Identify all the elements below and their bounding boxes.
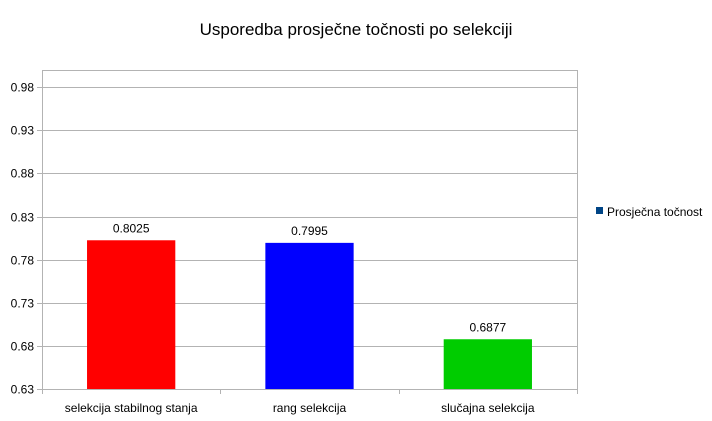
bar-value-label: 0.8025 [113, 221, 150, 235]
y-tick-label: 0.83 [11, 211, 35, 225]
y-tick-label: 0.78 [11, 254, 35, 268]
y-tick-label: 0.88 [11, 167, 35, 181]
y-tick-label: 0.63 [11, 383, 35, 397]
y-axis-tick-labels: 0.63 0.68 0.73 0.78 0.83 0.88 0.93 0.98 [11, 81, 35, 397]
chart-title: Usporedba prosječne točnosti po selekcij… [200, 20, 513, 39]
y-tick-label: 0.98 [11, 81, 35, 95]
bars [87, 240, 532, 389]
bar-value-label: 0.7995 [291, 224, 328, 238]
bar [443, 339, 532, 389]
bar-value-label: 0.6877 [469, 320, 506, 334]
legend-label: Prosječna točnost [607, 205, 703, 219]
bar [265, 242, 354, 389]
y-tick-label: 0.93 [11, 124, 35, 138]
legend-marker [596, 207, 603, 214]
y-tick-label: 0.73 [11, 297, 35, 311]
x-category-label: selekcija stabilnog stanja [65, 401, 198, 415]
legend: Prosječna točnost [596, 205, 703, 219]
x-axis-category-labels: selekcija stabilnog stanja rang selekcija… [42, 389, 577, 415]
x-category-label: rang selekcija [273, 401, 347, 415]
y-tick-label: 0.68 [11, 340, 35, 354]
data-labels: 0.8025 0.7995 0.6877 [113, 221, 507, 334]
bar [87, 240, 176, 389]
x-category-label: slučajna selekcija [441, 401, 535, 415]
